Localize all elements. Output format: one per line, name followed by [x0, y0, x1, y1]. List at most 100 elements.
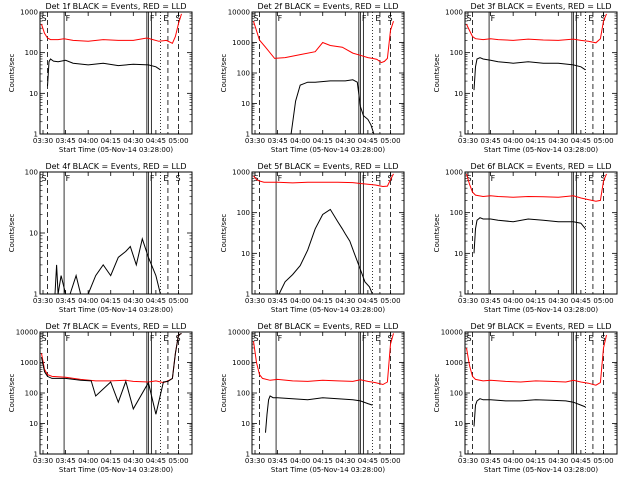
x-axis-label: Start Time (05-Nov-14 03:28:00)	[59, 466, 173, 474]
x-tick-label: 04:15	[101, 297, 121, 305]
x-tick-label: 04:30	[335, 297, 355, 305]
events-series-line	[290, 79, 375, 134]
y-tick-label: 1000	[445, 359, 463, 367]
x-tick-label: 04:00	[290, 137, 310, 145]
marker-label: F	[362, 334, 367, 343]
marker-label: E	[588, 174, 593, 183]
y-tick-label: 1	[34, 131, 38, 139]
lld-series-line	[41, 332, 182, 384]
y-axis-label: Counts/sec	[8, 214, 16, 253]
x-tick-label: 03:30	[33, 297, 53, 305]
marker-label: S	[175, 14, 180, 23]
y-tick-label: 1	[34, 291, 38, 299]
y-tick-label: 100	[237, 390, 250, 398]
marker-label: F	[66, 334, 71, 343]
x-tick-label: 05:00	[593, 297, 613, 305]
chart-title: Det 1f BLACK = Events, RED = LLD	[45, 2, 186, 11]
x-tick-label: 04:15	[101, 457, 121, 465]
marker-label: F	[362, 174, 367, 183]
chart-panel-8: Det 8f BLACK = Events, RED = LLD Counts/s…	[220, 322, 405, 474]
y-tick-label: 1000	[20, 359, 38, 367]
y-tick-label: 100	[450, 209, 463, 217]
chart-title: Det 6f BLACK = Events, RED = LLD	[470, 162, 611, 171]
plot-frame	[464, 11, 618, 135]
y-tick-label: 10	[29, 420, 38, 428]
x-tick-label: 05:00	[380, 297, 400, 305]
x-tick-label: 03:30	[458, 137, 478, 145]
x-tick-label: 03:45	[55, 457, 75, 465]
marker-label: F	[278, 334, 283, 343]
marker-label: F	[66, 14, 71, 23]
plot-frame	[464, 171, 618, 295]
y-tick-label: 1000	[445, 9, 463, 17]
x-tick-label: 03:45	[55, 137, 75, 145]
chart-panel-9: Det 9f BLACK = Events, RED = LLD Counts/s…	[433, 322, 618, 474]
x-tick-label: 04:45	[571, 297, 591, 305]
x-tick-label: 04:15	[313, 297, 333, 305]
y-tick-label: 1000	[445, 169, 463, 177]
chart-panel-5: Det 5f BLACK = Events, RED = LLD Counts/s…	[220, 162, 405, 314]
events-series-line	[54, 237, 161, 294]
chart-panel-7: Det 7f BLACK = Events, RED = LLD Counts/s…	[8, 322, 193, 474]
lld-series-line	[253, 333, 394, 386]
y-tick-label: 1000	[232, 39, 250, 47]
y-axis-label: Counts/sec	[8, 54, 16, 93]
chart-title: Det 3f BLACK = Events, RED = LLD	[470, 2, 611, 11]
chart-panel-3: Det 3f BLACK = Events, RED = LLD Counts/s…	[433, 2, 618, 154]
marker-label: S	[387, 334, 392, 343]
x-tick-label: 04:30	[123, 457, 143, 465]
x-tick-label: 04:45	[358, 297, 378, 305]
events-series-line	[473, 398, 586, 427]
x-tick-label: 04:00	[503, 297, 523, 305]
x-tick-label: 03:45	[55, 297, 75, 305]
marker-label: F	[575, 174, 580, 183]
x-tick-label: 05:00	[168, 457, 188, 465]
y-axis-label: Counts/sec	[220, 214, 228, 253]
chart-title: Det 9f BLACK = Events, RED = LLD	[470, 322, 611, 331]
chart-panel-6: Det 6f BLACK = Events, RED = LLD Counts/s…	[433, 162, 618, 314]
x-axis-label: Start Time (05-Nov-14 03:28:00)	[271, 146, 385, 154]
marker-label: S	[600, 14, 605, 23]
x-tick-label: 04:00	[290, 457, 310, 465]
marker-label: F	[362, 14, 367, 23]
marker-label: S	[42, 14, 47, 23]
x-tick-label: 03:45	[267, 297, 287, 305]
y-tick-label: 100	[25, 390, 38, 398]
x-tick-label: 03:45	[267, 137, 287, 145]
y-tick-label: 1	[34, 451, 38, 459]
lld-series-line	[253, 173, 394, 188]
x-tick-label: 05:00	[593, 457, 613, 465]
y-tick-label: 1000	[232, 169, 250, 177]
chart-title: Det 4f BLACK = Events, RED = LLD	[45, 162, 186, 171]
x-tick-label: 04:45	[358, 457, 378, 465]
marker-label: E	[588, 14, 593, 23]
y-tick-label: 10000	[16, 329, 38, 337]
marker-label: S	[467, 14, 472, 23]
x-tick-label: 05:00	[168, 137, 188, 145]
marker-label: E	[163, 334, 168, 343]
y-tick-label: 10	[454, 420, 463, 428]
y-axis-label: Counts/sec	[433, 374, 441, 413]
y-tick-label: 10	[241, 250, 250, 258]
chart-title: Det 8f BLACK = Events, RED = LLD	[257, 322, 398, 331]
events-series-line	[47, 58, 161, 87]
marker-label: F	[575, 14, 580, 23]
y-tick-label: 100	[450, 390, 463, 398]
y-tick-label: 10	[454, 250, 463, 258]
y-axis-label: Counts/sec	[433, 54, 441, 93]
marker-label: E	[375, 14, 380, 23]
y-tick-label: 10	[454, 90, 463, 98]
x-axis-label: Start Time (05-Nov-14 03:28:00)	[484, 306, 598, 314]
chart-panel-2: Det 2f BLACK = Events, RED = LLD Counts/s…	[220, 2, 405, 154]
y-tick-label: 100	[237, 70, 250, 78]
x-axis-label: Start Time (05-Nov-14 03:28:00)	[271, 466, 385, 474]
y-tick-label: 10	[29, 230, 38, 238]
x-tick-label: 05:00	[380, 137, 400, 145]
events-series-line	[473, 57, 586, 91]
marker-label: F	[575, 334, 580, 343]
marker-label: S	[175, 174, 180, 183]
y-tick-label: 1	[459, 451, 463, 459]
marker-label: S	[600, 174, 605, 183]
x-tick-label: 04:30	[123, 137, 143, 145]
